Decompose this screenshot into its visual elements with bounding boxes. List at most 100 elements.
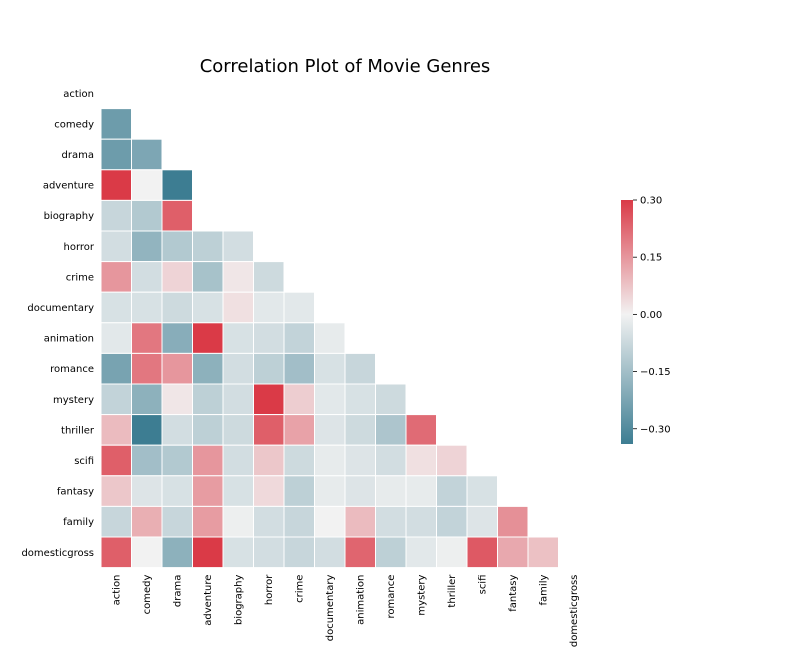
heatmap-cell-domesticgross-drama [161,536,193,569]
heatmap-cell-domesticgross-action [100,536,132,569]
heatmap-cell-thriller-action [100,414,132,446]
heatmap-cell-family-drama [161,505,193,538]
heatmap-cell-mystery-crime [283,383,315,416]
y-tick-label-family: family [63,517,94,528]
colorbar-ticks: 0.30 0.15 0.00 −0.15 −0.30 [633,196,671,435]
heatmap-cell-domesticgross-biography [222,536,254,569]
heatmap-cell-romance-animation [344,352,376,385]
heatmap-cell-fantasy-scifi [466,475,498,507]
heatmap-cell-thriller-comedy [131,414,163,446]
heatmap-cell-documentary-drama [161,291,193,324]
heatmap-cell-romance-drama [161,352,193,385]
y-tick-label-mystery: mystery [53,395,94,406]
heatmap-cell-domesticgross-crime [283,536,315,569]
x-tick-label-domesticgross: domesticgross [569,575,580,648]
y-tick-label-fantasy: fantasy [57,487,94,498]
colorbar [621,200,633,444]
heatmap-cell-domesticgross-comedy [131,536,163,569]
y-tick-label-horror: horror [63,242,94,253]
heatmap-cell-documentary-comedy [131,291,163,324]
heatmap-cell-horror-action [100,230,132,263]
heatmap-cell-fantasy-biography [222,475,254,507]
heatmap-cell-animation-action [100,322,132,354]
y-tick-label-adventure: adventure [43,181,94,192]
heatmap-cell-domesticgross-adventure [192,536,224,569]
colorbar-tick-label: −0.15 [640,367,671,378]
heatmap-cell-animation-comedy [131,322,163,354]
heatmap-cell-biography-comedy [131,199,163,232]
heatmap-cell-fantasy-drama [161,475,193,507]
heatmap-cell-thriller-mystery [405,414,437,446]
colorbar-tick-label: −0.30 [640,424,671,435]
heatmap-cell-scifi-drama [161,444,193,477]
x-tick-label-animation: animation [356,575,367,625]
y-tick-label-comedy: comedy [54,119,94,130]
heatmap-cell-romance-biography [222,352,254,385]
y-tick-label-crime: crime [66,272,94,283]
heatmap-cell-domesticgross-scifi [466,536,498,569]
heatmap-cell-scifi-horror [253,444,285,477]
heatmap-cell-domesticgross-documentary [314,536,346,569]
heatmap-cell-thriller-documentary [314,414,346,446]
heatmap-cell-mystery-romance [375,383,407,416]
heatmap-cell-scifi-thriller [436,444,468,477]
y-tick-label-scifi: scifi [74,456,94,467]
y-tick-label-domesticgross: domesticgross [21,548,94,559]
heatmap-cell-romance-documentary [314,352,346,385]
chart-title: Correlation Plot of Movie Genres [200,56,491,77]
x-tick-label-crime: crime [295,575,306,603]
heatmap-cell-mystery-adventure [192,383,224,416]
x-tick-label-family: family [539,575,550,606]
heatmap-cell-family-action [100,505,132,538]
heatmap-cell-drama-comedy [131,138,163,171]
heatmap-cell-crime-biography [222,261,254,293]
heatmap-cell-documentary-biography [222,291,254,324]
heatmap-cell-crime-adventure [192,261,224,293]
heatmap-cell-scifi-documentary [314,444,346,477]
heatmap-cell-crime-horror [253,261,285,293]
heatmap-cell-thriller-animation [344,414,376,446]
heatmap-cell-family-thriller [436,505,468,538]
x-tick-label-mystery: mystery [417,575,428,616]
y-tick-label-thriller: thriller [61,425,95,436]
heatmap-cell-fantasy-action [100,475,132,507]
heatmap-cell-adventure-comedy [131,169,163,201]
heatmap-cell-family-documentary [314,505,346,538]
heatmap-cell-thriller-horror [253,414,285,446]
heatmap-cell-family-scifi [466,505,498,538]
heatmap-cell-family-mystery [405,505,437,538]
heatmap-cell-scifi-animation [344,444,376,477]
heatmap-cell-mystery-action [100,383,132,416]
heatmap-cell-animation-adventure [192,322,224,354]
heatmap-cell-animation-crime [283,322,315,354]
x-tick-label-romance: romance [386,575,397,619]
x-tick-label-thriller: thriller [447,574,458,608]
heatmap-cell-adventure-drama [161,169,193,201]
y-tick-label-romance: romance [50,364,94,375]
heatmap-cell-mystery-drama [161,383,193,416]
heatmap-cell-thriller-drama [161,414,193,446]
heatmap-cell-documentary-horror [253,291,285,324]
heatmap-cell-domesticgross-family [527,536,559,569]
heatmap-cell-romance-crime [283,352,315,385]
heatmap-cell-scifi-crime [283,444,315,477]
heatmap-cell-scifi-biography [222,444,254,477]
x-axis-tick-labels: action comedy drama adventure biography horro… [112,574,581,647]
x-tick-label-fantasy: fantasy [508,575,519,612]
heatmap-cell-horror-comedy [131,230,163,263]
heatmap-cell-scifi-comedy [131,444,163,477]
x-tick-label-biography: biography [234,575,245,626]
x-tick-label-documentary: documentary [325,575,336,642]
heatmap-cell-family-horror [253,505,285,538]
heatmap-cell-documentary-adventure [192,291,224,324]
heatmap-cell-thriller-crime [283,414,315,446]
heatmap-cell-domesticgross-horror [253,536,285,569]
heatmap-cell-fantasy-animation [344,475,376,507]
heatmap-cell-scifi-action [100,444,132,477]
heatmap-cell-documentary-crime [283,291,315,324]
heatmap-cell-family-fantasy [497,505,529,538]
heatmap-cell-crime-action [100,261,132,293]
heatmap-cell-domesticgross-thriller [436,536,468,569]
heatmap-cell-scifi-adventure [192,444,224,477]
